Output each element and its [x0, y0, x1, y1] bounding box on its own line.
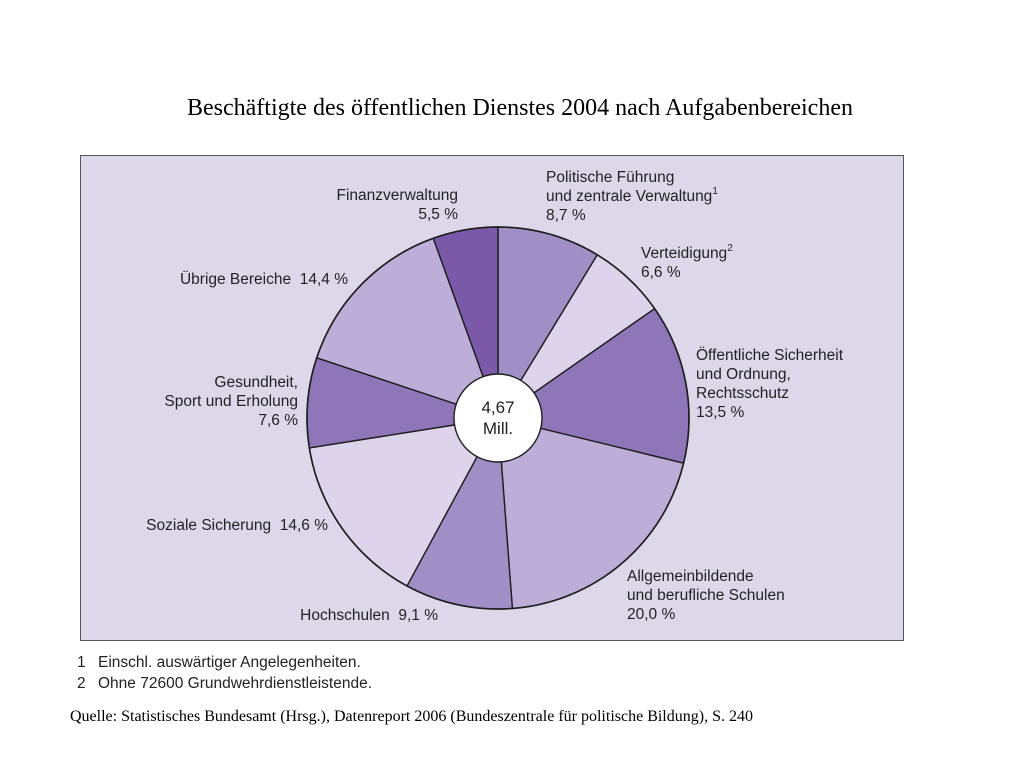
footnote-1-number: 1: [77, 654, 86, 671]
slice-label-8-line-1: Übrige Bereiche 14,4 %: [179, 271, 348, 288]
footnote-2-number: 2: [77, 675, 86, 692]
pie-rim: [306, 226, 690, 610]
footnote-marker: 1: [712, 186, 718, 197]
slice-label-6: Soziale Sicherung 14,6 %: [146, 516, 328, 535]
footnote-1-text: Einschl. auswärtiger Angelegenheiten.: [98, 654, 361, 671]
footnote-1: 1 Einschl. auswärtiger Angelegenheiten.: [77, 652, 372, 673]
slice-value-4: 20,0 %: [627, 606, 676, 623]
footnote-2-text: Ohne 72600 Grundwehrdienstleistende.: [98, 675, 373, 692]
slice-label-2: Verteidigung2 6,6 %: [641, 244, 733, 282]
slice-label-6-line-1: Soziale Sicherung 14,6 %: [146, 517, 328, 534]
slice-value-5: 9,1 %: [389, 607, 438, 624]
slice-label-5: Hochschulen 9,1 %: [300, 606, 438, 625]
slice-label-4-line-1: Allgemeinbildende: [627, 568, 754, 585]
slice-value-7: 7,6 %: [258, 412, 298, 429]
slice-label-3-line-2: und Ordnung,: [696, 366, 791, 383]
slice-value-8: 14,4 %: [291, 271, 348, 288]
slice-label-3-line-1: Öffentliche Sicherheit: [696, 347, 844, 364]
footnote-marker: 2: [727, 243, 733, 254]
slice-value-1: 8,7 %: [546, 207, 586, 224]
slice-label-5-line-1: Hochschulen 9,1 %: [300, 607, 438, 624]
slice-label-8: Übrige Bereiche 14,4 %: [180, 270, 348, 289]
slice-value-6: 14,6 %: [271, 517, 328, 534]
center-unit: Mill.: [482, 419, 514, 438]
slice-label-1-line-1: Politische Führung: [546, 169, 675, 186]
footnote-2: 2 Ohne 72600 Grundwehrdienstleistende.: [77, 673, 372, 694]
slice-label-1-line-2: und zentrale Verwaltung1: [546, 186, 718, 206]
footnotes: 1 Einschl. auswärtiger Angelegenheiten. 2…: [77, 652, 372, 694]
slice-value-9: 5,5 %: [418, 206, 458, 223]
slice-label-4: Allgemeinbildende und berufliche Schulen 2…: [627, 567, 785, 624]
pie-center-label: 4,67 Mill.: [455, 397, 541, 439]
slice-label-7-line-2: Sport und Erholung: [164, 393, 298, 410]
source-note: Quelle: Statistisches Bundesamt (Hrsg.),…: [70, 708, 753, 725]
chart-title: Beschäftigte des öffentlichen Dienstes 2…: [187, 95, 853, 121]
slice-value-3: 13,5 %: [696, 404, 745, 421]
slice-label-9: Finanzverwaltung 5,5 %: [337, 186, 458, 224]
pie-center-hole: [453, 373, 543, 463]
slice-label-9-line-1: Finanzverwaltung: [336, 187, 458, 204]
slice-value-2: 6,6 %: [641, 264, 681, 281]
slice-label-1: Politische Führung und zentrale Verwaltun…: [546, 168, 718, 225]
slice-label-7-line-1: Gesundheit,: [214, 374, 298, 391]
center-value: 4,67: [481, 398, 515, 417]
slice-label-4-line-2: und berufliche Schulen: [627, 587, 785, 604]
slice-label-3-line-3: Rechtsschutz: [696, 385, 790, 402]
slice-label-7: Gesundheit, Sport und Erholung 7,6 %: [164, 373, 298, 430]
slice-label-2-line-1: Verteidigung2: [641, 243, 733, 263]
slice-label-3: Öffentliche Sicherheit und Ordnung, Rechts…: [696, 346, 843, 422]
